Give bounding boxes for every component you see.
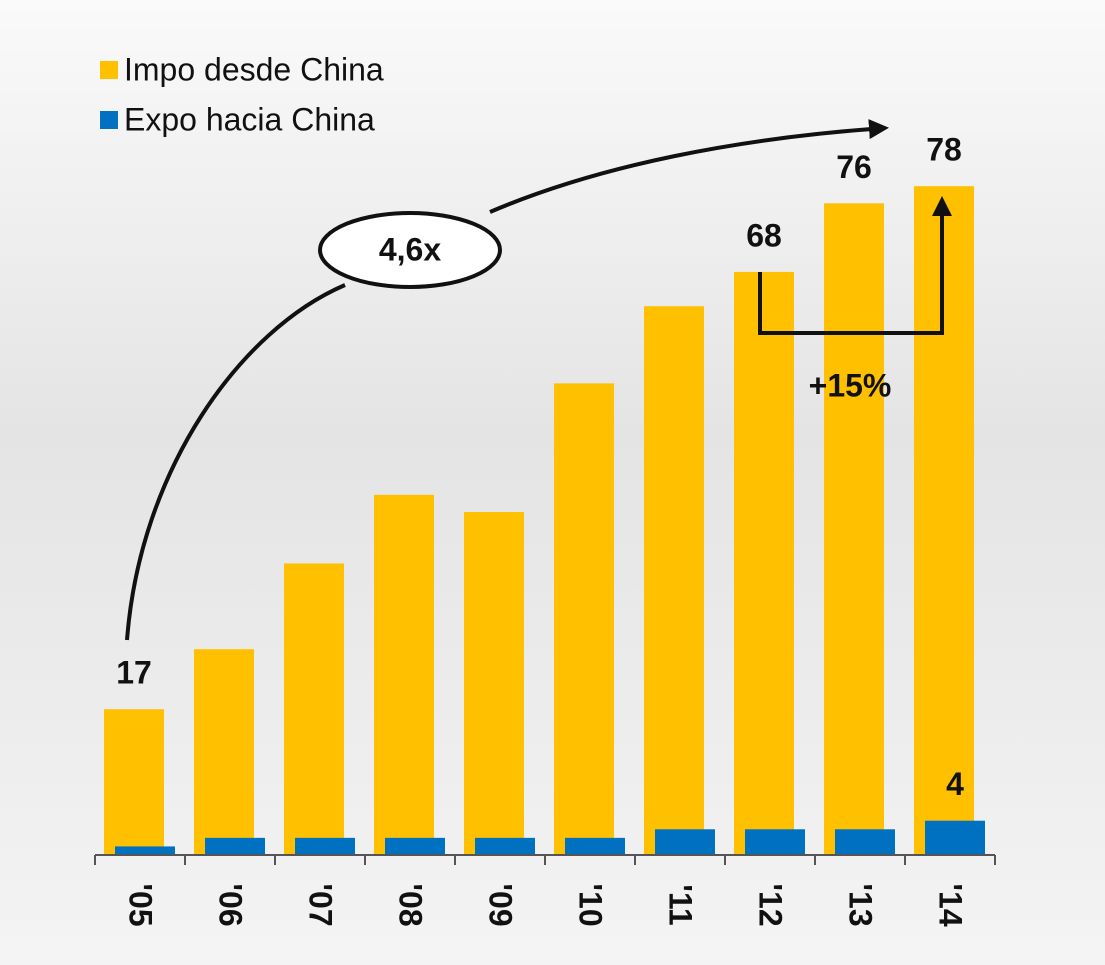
bars [104,186,985,856]
bar [284,563,344,855]
legend-swatch [100,61,118,79]
x-tick-label: '12 [753,883,789,926]
annotation: +15% [809,367,892,403]
bar [734,271,794,855]
growth-arrow [489,119,889,214]
bar [295,837,355,855]
bar [385,837,445,855]
x-tick-label: '10 [573,883,609,926]
legend-swatch [100,111,118,129]
annotation-ellipse [318,211,502,289]
bar [464,512,524,855]
x-tick-label: '05 [123,883,159,926]
bar [475,837,535,855]
bar [554,383,614,855]
x-tick-label: '06 [213,883,249,926]
legend-label: Expo hacia China [124,101,375,137]
x-tick-label: '07 [303,883,339,926]
annotation: 4,6x [379,231,441,267]
data-label: 78 [926,132,962,168]
x-tick-label: '08 [393,883,429,926]
bar [824,203,884,856]
bar [104,709,164,855]
bar [745,829,805,855]
legend-label: Impo desde China [124,51,384,87]
data-label: 4 [946,766,964,802]
bar [835,829,895,855]
data-label: 76 [836,149,872,185]
bar [925,820,985,855]
bar [205,837,265,855]
bar [565,837,625,855]
x-tick-label: '11 [663,884,699,925]
bar [655,829,715,855]
bar [374,494,434,855]
growth-curve [125,283,346,641]
bar [194,649,254,855]
bar [644,306,704,855]
data-label: 17 [116,655,152,691]
bar [115,846,175,855]
data-label: 68 [746,217,782,253]
growth-bracket [758,196,952,335]
x-tick-label: '13 [843,883,879,926]
x-tick-label: '09 [483,883,519,926]
x-tick-label: '14 [933,883,969,926]
